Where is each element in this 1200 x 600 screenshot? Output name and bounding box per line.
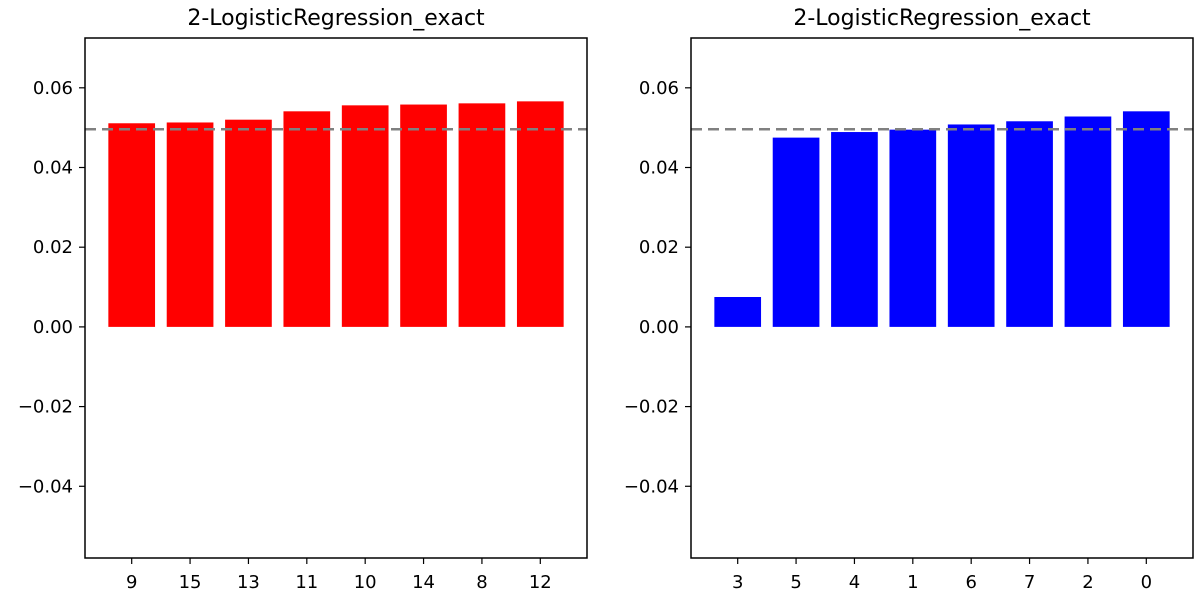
y-tick-label: 0.04 bbox=[33, 158, 73, 179]
x-tick-label: 1 bbox=[907, 572, 918, 593]
x-tick-label: 13 bbox=[237, 572, 260, 593]
bar-11 bbox=[283, 111, 331, 327]
x-tick-label: 8 bbox=[476, 572, 487, 593]
bar-15 bbox=[166, 122, 214, 327]
bar-7 bbox=[1006, 121, 1053, 327]
y-tick-label: −0.04 bbox=[18, 476, 73, 497]
x-tick-label: 0 bbox=[1141, 572, 1152, 593]
bar-4 bbox=[831, 132, 878, 327]
bar-1 bbox=[889, 129, 937, 327]
x-tick-label: 2 bbox=[1082, 572, 1093, 593]
x-tick-label: 9 bbox=[126, 572, 137, 593]
chart-panel-2: −0.04 −0.02 0.00 0.02 0.04 0.06 3 5 4 1 6 7 2 0 2-Logi… bbox=[624, 6, 1194, 593]
bar-2 bbox=[1064, 116, 1112, 327]
y-tick-label: 0.02 bbox=[639, 237, 679, 258]
y-tick-label: −0.04 bbox=[624, 476, 679, 497]
bar-9 bbox=[108, 123, 156, 327]
plot-frame bbox=[690, 37, 1194, 559]
x-tick-label: 11 bbox=[295, 572, 318, 593]
y-tick-label: 0.06 bbox=[639, 78, 679, 99]
chart-panel-1: −0.04 −0.02 0.00 0.02 0.04 0.06 9 15 13 11 10 14 8 12… bbox=[18, 6, 588, 593]
bar-13 bbox=[225, 119, 272, 327]
y-tick-label: −0.02 bbox=[624, 397, 679, 418]
x-tick-label: 4 bbox=[849, 572, 860, 593]
y-tick-label: −0.02 bbox=[18, 397, 73, 418]
y-tick-label: 0.02 bbox=[33, 237, 73, 258]
x-tick-label: 6 bbox=[965, 572, 976, 593]
bar-5 bbox=[772, 137, 820, 327]
x-tick-label: 3 bbox=[732, 572, 743, 593]
bar-3 bbox=[714, 297, 762, 327]
x-tick-label: 14 bbox=[412, 572, 435, 593]
x-tick-label: 15 bbox=[179, 572, 202, 593]
bar-12 bbox=[516, 101, 564, 327]
x-tick-label: 5 bbox=[790, 572, 801, 593]
bar-8 bbox=[458, 103, 506, 327]
bar-0 bbox=[1122, 111, 1170, 327]
y-tick-label: 0.00 bbox=[639, 317, 679, 338]
x-tick-label: 7 bbox=[1024, 572, 1035, 593]
bar-10 bbox=[341, 105, 389, 327]
chart-title: 2-LogisticRegression_exact bbox=[187, 6, 485, 31]
x-tick-label: 10 bbox=[354, 572, 377, 593]
x-tick-label: 12 bbox=[529, 572, 552, 593]
y-tick-label: 0.00 bbox=[33, 317, 73, 338]
bar-14 bbox=[400, 104, 447, 327]
y-tick-label: 0.04 bbox=[639, 158, 679, 179]
plot-frame bbox=[84, 37, 588, 559]
y-tick-label: 0.06 bbox=[33, 78, 73, 99]
bar-6 bbox=[947, 124, 995, 327]
chart-title: 2-LogisticRegression_exact bbox=[793, 6, 1091, 31]
